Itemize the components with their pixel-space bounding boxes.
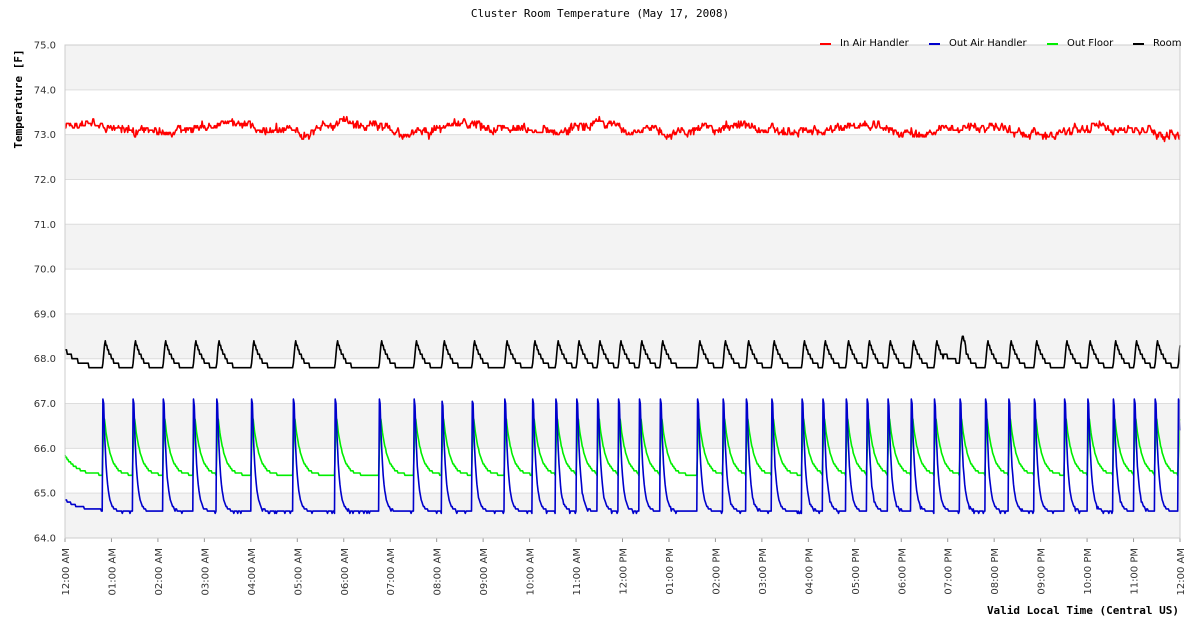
legend-label: Out Air Handler — [949, 38, 1027, 49]
y-axis-label: Temperature [F] — [12, 49, 25, 148]
x-tick-label: 08:00 PM — [990, 548, 1001, 595]
band — [65, 313, 1180, 359]
x-tick-label: 06:00 AM — [340, 548, 351, 595]
x-tick-label: 12:00 AM — [61, 548, 72, 595]
x-tick-label: 05:00 PM — [851, 548, 862, 595]
band — [65, 224, 1180, 270]
x-tick-label: 02:00 PM — [711, 548, 722, 595]
y-tick-label: 73.0 — [34, 130, 56, 141]
x-axis-label: Valid Local Time (Central US) — [987, 604, 1179, 617]
x-tick-label: 07:00 PM — [944, 548, 955, 595]
legend-label: In Air Handler — [840, 38, 910, 49]
x-tick-label: 08:00 AM — [433, 548, 444, 595]
y-tick-label: 71.0 — [34, 220, 56, 231]
series-out-air-handler-line — [65, 398, 1181, 515]
x-tick-label: 02:00 AM — [154, 548, 165, 595]
x-tick-label: 10:00 PM — [1083, 548, 1094, 595]
x-tick-label: 04:00 PM — [804, 548, 815, 595]
y-tick-label: 72.0 — [34, 175, 56, 186]
x-tick-label: 12:00 AM — [1176, 548, 1187, 595]
y-tick-label: 65.0 — [34, 489, 56, 500]
legend-label: Room — [1153, 38, 1181, 49]
x-tick-label: 07:00 AM — [386, 548, 397, 595]
band — [65, 134, 1180, 180]
series-lines — [64, 115, 1181, 515]
y-tick-label: 68.0 — [34, 354, 56, 365]
band — [65, 45, 1180, 90]
x-tick-label: 10:00 AM — [526, 548, 537, 595]
x-axis-ticks: 12:00 AM 01:00 AM 02:00 AM 03:00 AM 04:00 AM… — [61, 538, 1187, 595]
x-tick-label: 03:00 AM — [200, 548, 211, 595]
x-tick-label: 09:00 PM — [1037, 548, 1048, 595]
band — [65, 493, 1180, 538]
y-tick-label: 64.0 — [34, 534, 56, 545]
x-tick-label: 11:00 AM — [572, 548, 583, 595]
x-tick-label: 11:00 PM — [1130, 548, 1141, 595]
x-tick-label: 04:00 AM — [247, 548, 258, 595]
legend-label: Out Floor — [1067, 38, 1114, 49]
chart-title: Cluster Room Temperature (May 17, 2008) — [471, 7, 729, 20]
y-tick-label: 66.0 — [34, 444, 56, 455]
x-tick-label: 06:00 PM — [897, 548, 908, 595]
y-axis-ticks: 64.0 65.0 66.0 67.0 68.0 69.0 70.0 71.0 72.0 73.0… — [34, 41, 56, 545]
y-tick-label: 67.0 — [34, 399, 56, 410]
x-tick-label: 03:00 PM — [758, 548, 769, 595]
background-bands — [65, 45, 1180, 538]
plot-frame — [64, 44, 1181, 539]
y-tick-label: 75.0 — [34, 41, 56, 52]
legend: In Air Handler Out Air Handler Out Floor Ro… — [820, 38, 1181, 49]
x-tick-label: 12:00 PM — [619, 548, 630, 595]
y-tick-label: 74.0 — [34, 85, 56, 96]
series-room-line — [65, 335, 1181, 369]
y-tick-label: 70.0 — [34, 265, 56, 276]
x-tick-label: 01:00 AM — [107, 548, 118, 595]
series-in-air-handler-line — [65, 115, 1181, 143]
x-tick-label: 09:00 AM — [479, 548, 490, 595]
x-tick-label: 01:00 PM — [665, 548, 676, 595]
x-tick-label: 05:00 AM — [293, 548, 304, 595]
y-tick-label: 69.0 — [34, 309, 56, 320]
